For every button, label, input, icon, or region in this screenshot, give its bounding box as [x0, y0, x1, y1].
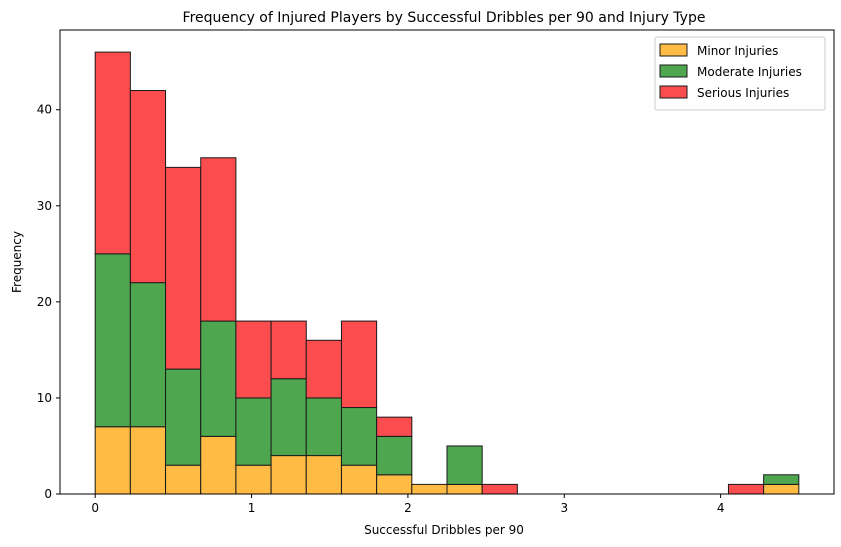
bar-minor-injuries-bin-9 — [411, 483, 448, 495]
bar-serious-injuries-bin-7 — [340, 320, 378, 409]
bar-moderate-injuries-bin-6 — [305, 397, 342, 457]
bar-moderate-injuries-bin-0 — [94, 253, 131, 428]
bar-serious-injuries-bin-11 — [481, 483, 518, 495]
bar-serious-injuries-bin-6 — [305, 339, 342, 399]
bar-serious-injuries-bin-8 — [376, 416, 413, 437]
bar-minor-injuries-bin-0 — [94, 426, 131, 495]
bar-minor-injuries-bin-19 — [763, 483, 800, 495]
legend: Minor Injuries Moderate Injuries Serious I… — [654, 36, 826, 111]
legend-swatch — [659, 64, 688, 78]
bar-moderate-injuries-bin-4 — [235, 397, 272, 466]
legend-label: Minor Injuries — [697, 44, 778, 58]
bar-serious-injuries-bin-0 — [94, 51, 131, 255]
bar-minor-injuries-bin-6 — [305, 455, 342, 495]
bar-minor-injuries-bin-2 — [165, 464, 202, 495]
bar-minor-injuries-bin-1 — [129, 426, 167, 495]
plot-frame — [59, 29, 835, 495]
bar-serious-injuries-bin-18 — [727, 483, 765, 495]
legend-swatch — [659, 85, 688, 99]
legend-label: Serious Injuries — [697, 86, 789, 100]
bar-minor-injuries-bin-4 — [235, 464, 272, 495]
legend-swatch — [659, 43, 688, 57]
y-tick-label: 40 — [37, 103, 52, 117]
bar-serious-injuries-bin-2 — [165, 166, 202, 370]
bar-serious-injuries-bin-3 — [200, 157, 237, 322]
y-axis-label: Frequency — [10, 231, 24, 293]
bar-minor-injuries-bin-3 — [200, 435, 237, 495]
bar-moderate-injuries-bin-8 — [376, 435, 413, 476]
bar-moderate-injuries-bin-3 — [200, 320, 237, 437]
bar-minor-injuries-bin-7 — [340, 464, 378, 495]
y-tick-label: 30 — [37, 199, 52, 213]
x-tick-label: 2 — [404, 501, 412, 515]
bar-serious-injuries-bin-5 — [270, 320, 307, 380]
bar-moderate-injuries-bin-1 — [129, 282, 167, 428]
bar-moderate-injuries-bin-5 — [270, 378, 307, 457]
x-tick-label: 4 — [717, 501, 725, 515]
x-tick-label: 0 — [91, 501, 99, 515]
chart-title: Frequency of Injured Players by Successf… — [183, 10, 706, 26]
bar-serious-injuries-bin-4 — [235, 320, 272, 399]
bar-moderate-injuries-bin-7 — [340, 407, 378, 466]
y-axis: 0 10 20 30 40 — [37, 103, 60, 501]
y-tick-label: 10 — [37, 391, 52, 405]
y-tick-label: 0 — [44, 487, 52, 501]
bar-minor-injuries-bin-10 — [446, 483, 483, 495]
bar-moderate-injuries-bin-19 — [763, 474, 800, 485]
y-tick-label: 20 — [37, 295, 52, 309]
bar-moderate-injuries-bin-2 — [165, 368, 202, 466]
x-tick-label: 3 — [560, 501, 568, 515]
x-axis-label: Successful Dribbles per 90 — [364, 523, 524, 537]
bar-minor-injuries-bin-8 — [376, 474, 413, 495]
x-axis: 0 1 2 3 4 — [91, 494, 724, 515]
bar-moderate-injuries-bin-10 — [446, 445, 483, 485]
bar-minor-injuries-bin-5 — [270, 455, 307, 495]
legend-label: Moderate Injuries — [697, 65, 802, 79]
x-tick-label: 1 — [248, 501, 256, 515]
bar-serious-injuries-bin-1 — [129, 90, 167, 284]
bars-group — [94, 51, 800, 495]
legend-box — [654, 36, 826, 111]
